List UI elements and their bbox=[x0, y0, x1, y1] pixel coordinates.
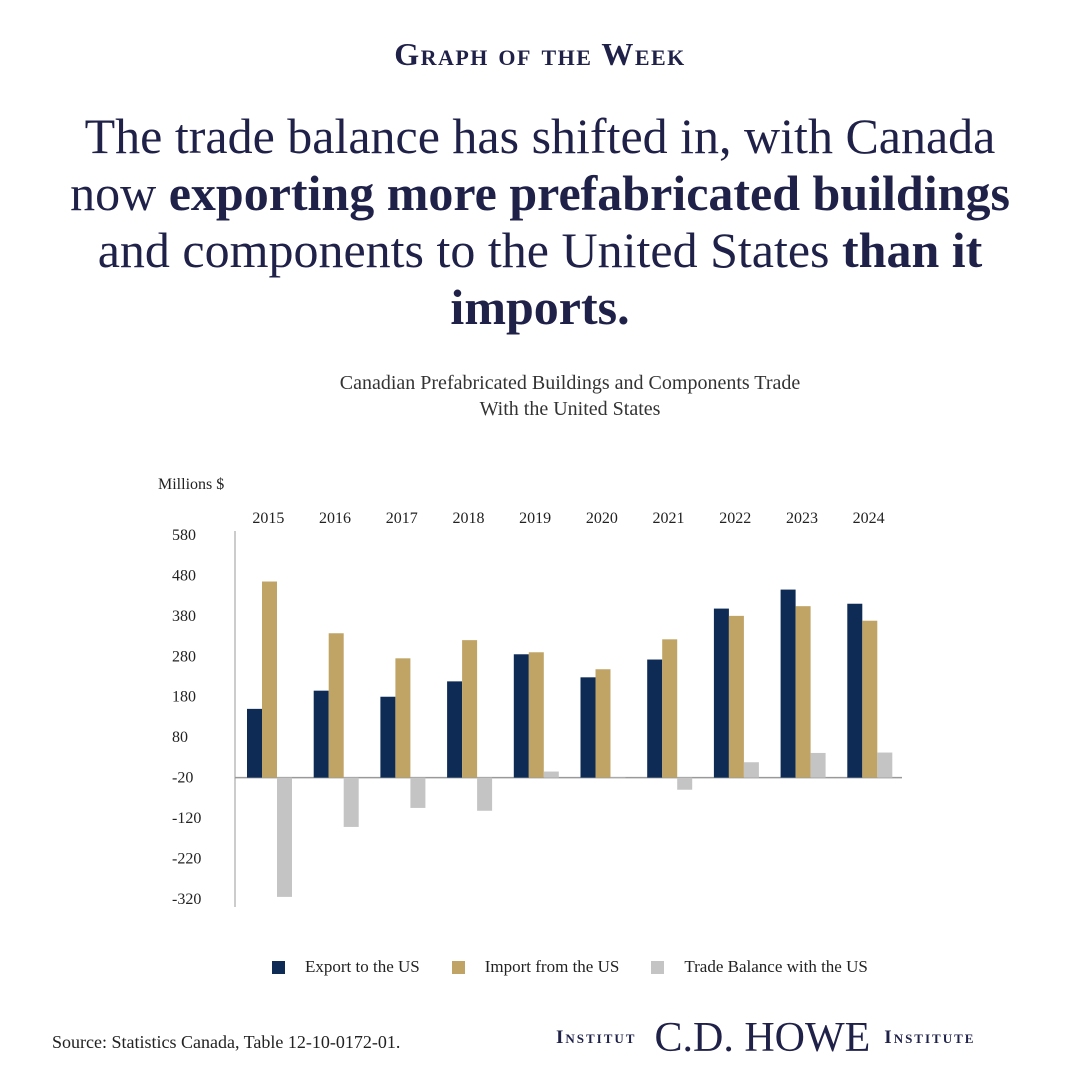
chart-title-line-2: With the United States bbox=[479, 398, 661, 420]
logo-right-word: Institute bbox=[884, 1027, 976, 1048]
y-tick-label: 580 bbox=[172, 527, 196, 544]
bar-balance bbox=[743, 762, 759, 778]
headline-bold-1: exporting more prefabricated buildings bbox=[168, 165, 1010, 221]
y-tick-label: -20 bbox=[172, 770, 193, 787]
bar-import bbox=[595, 669, 611, 778]
bar-export bbox=[447, 681, 463, 778]
legend-label-export: Export to the US bbox=[305, 957, 420, 976]
bar-import bbox=[262, 581, 277, 778]
x-tick-label: 2020 bbox=[586, 510, 618, 527]
y-tick-label: -320 bbox=[172, 891, 201, 908]
bar-import bbox=[395, 658, 411, 778]
bar-export bbox=[380, 696, 396, 778]
legend-label-import: Import from the US bbox=[484, 957, 620, 976]
kicker-title: Graph of the Week bbox=[394, 36, 686, 72]
logo-main-word: C.D. HOWE bbox=[654, 1015, 871, 1061]
bar-import bbox=[862, 620, 878, 778]
bar-export bbox=[513, 654, 529, 778]
y-axis-label: Millions $ bbox=[158, 476, 224, 493]
bar-export bbox=[847, 603, 863, 778]
source-note: Source: Statistics Canada, Table 12-10-0… bbox=[52, 1032, 401, 1052]
legend-swatch-export bbox=[272, 960, 285, 974]
legend-item-export: Export to the US bbox=[272, 957, 420, 977]
bar-balance bbox=[610, 777, 626, 779]
legend-swatch-import bbox=[451, 960, 465, 974]
bar-export bbox=[713, 608, 729, 778]
y-tick-label: 480 bbox=[172, 567, 196, 584]
legend-label-balance: Trade Balance with the US bbox=[684, 957, 868, 976]
bar-balance bbox=[410, 777, 426, 808]
bar-export bbox=[580, 677, 596, 778]
chart-title-line-1: Canadian Prefabricated Buildings and Com… bbox=[339, 372, 801, 394]
bar-export bbox=[247, 708, 262, 778]
y-tick-label: -220 bbox=[172, 850, 201, 867]
bar-balance bbox=[277, 777, 292, 897]
headline-part-1: The trade balance has shifted in, with C… bbox=[70, 108, 996, 221]
y-tick-label: -120 bbox=[172, 810, 201, 827]
x-tick-label: 2018 bbox=[452, 510, 484, 527]
bar-balance bbox=[677, 777, 693, 790]
x-tick-label: 2023 bbox=[786, 510, 818, 527]
legend-item-import: Import from the US bbox=[451, 957, 620, 977]
bar-balance bbox=[343, 777, 359, 827]
headline-part-2: and components to the United States bbox=[97, 222, 842, 278]
y-tick-label: 380 bbox=[172, 608, 196, 625]
x-tick-label: 2017 bbox=[386, 510, 418, 527]
x-tick-label: 2019 bbox=[519, 510, 551, 527]
bar-import bbox=[462, 640, 478, 778]
bar-import bbox=[795, 606, 811, 778]
legend-item-balance: Trade Balance with the US bbox=[651, 957, 868, 977]
bar-import bbox=[662, 639, 678, 778]
chart-legend: Export to the US Import from the US Trad… bbox=[272, 957, 932, 977]
bar-balance bbox=[543, 771, 559, 778]
bar-balance bbox=[877, 752, 893, 778]
bar-balance bbox=[810, 752, 826, 778]
x-tick-label: 2015 bbox=[252, 510, 284, 527]
bar-balance bbox=[477, 777, 493, 811]
headline: The trade balance has shifted in, with C… bbox=[70, 108, 1010, 336]
chart-title: Canadian Prefabricated Buildings and Com… bbox=[250, 370, 890, 422]
bar-import bbox=[528, 652, 544, 778]
bar-import bbox=[728, 615, 744, 778]
bar-export bbox=[313, 690, 329, 778]
bar-export bbox=[647, 659, 663, 778]
y-tick-label: 180 bbox=[172, 689, 196, 706]
x-tick-label: 2016 bbox=[319, 510, 351, 527]
bar-chart: Millions $ 580 480 380 280 180 80 -20 -120 -220 -3… bbox=[158, 476, 902, 908]
x-tick-label: 2021 bbox=[653, 510, 685, 527]
logo-left-word: Institut bbox=[556, 1027, 637, 1048]
bar-export bbox=[780, 589, 796, 778]
y-tick-label: 80 bbox=[172, 729, 188, 746]
y-tick-label: 280 bbox=[172, 648, 196, 665]
x-tick-label: 2024 bbox=[853, 510, 885, 527]
bar-import bbox=[328, 633, 344, 778]
x-tick-label: 2022 bbox=[719, 510, 751, 527]
legend-swatch-balance bbox=[651, 960, 665, 974]
cd-howe-logo: Institut C.D. HOWE Institute bbox=[556, 1013, 1056, 1063]
headline-bold-2: than it imports. bbox=[450, 222, 983, 335]
